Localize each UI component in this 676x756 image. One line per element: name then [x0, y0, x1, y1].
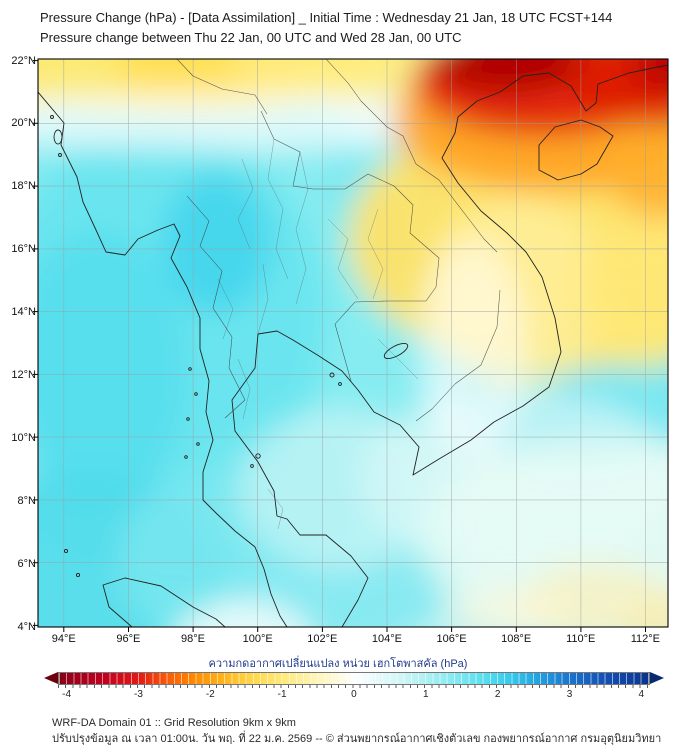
colorbar-gradient — [58, 672, 650, 685]
colorbar-tick-label: 1 — [423, 689, 429, 700]
colorbar-tick-label: 0 — [351, 689, 357, 700]
colorbar-ticks — [58, 685, 650, 688]
lat-label: 8°N — [17, 494, 36, 507]
lat-label: 16°N — [11, 243, 36, 256]
footer-update-info: ปรับปรุงข้อมูล ณ เวลา 01:00น. วัน พฤ. ที… — [52, 733, 662, 745]
colorbar-tick-label: -4 — [62, 689, 72, 700]
colorbar-left-arrow — [44, 672, 58, 684]
axis-ticks — [33, 60, 646, 632]
colorbar-tick-label: 2 — [494, 689, 501, 700]
colorbar-tick-label: 3 — [566, 689, 573, 700]
colorbar-right-arrow — [650, 672, 664, 684]
colorbar-tick-label: 4 — [638, 689, 645, 700]
lat-label: 18°N — [11, 180, 36, 193]
colorbar-segments — [59, 673, 649, 684]
page-title: Pressure Change (hPa) - [Data Assimilati… — [40, 10, 613, 25]
lon-label: 94°E — [51, 633, 76, 645]
lon-label: 108°E — [501, 633, 532, 645]
page-subtitle: Pressure change between Thu 22 Jan, 00 U… — [40, 30, 462, 45]
pressure-change-map — [33, 58, 669, 632]
graticule — [38, 59, 668, 627]
lon-label: 98°E — [181, 633, 206, 645]
lat-label: 20°N — [11, 117, 36, 130]
lat-label: 10°N — [11, 431, 36, 444]
coastlines — [38, 64, 668, 627]
lon-label: 96°E — [116, 633, 141, 645]
colorbar-title: ความกดอากาศเปลี่ยนแปลง หน่วย เฮกโตพาสคัล… — [208, 658, 468, 670]
pressure-field — [38, 59, 668, 627]
province-borders — [217, 138, 419, 530]
title-block: Pressure Change (hPa) - [Data Assimilati… — [40, 8, 612, 48]
lon-label: 112°E — [630, 633, 661, 645]
footer-domain-info: WRF-DA Domain 01 :: Grid Resolution 9km … — [52, 717, 296, 729]
colorbar-tick-label: -3 — [133, 689, 143, 700]
lon-label: 106°E — [436, 633, 467, 645]
colorbar — [44, 672, 664, 685]
lat-label: 14°N — [11, 306, 36, 319]
country-borders — [176, 59, 501, 422]
colorbar-tick-label: -2 — [205, 689, 215, 700]
lat-label: 12°N — [11, 369, 36, 381]
lat-label: 22°N — [11, 54, 36, 67]
lon-label: 110°E — [566, 633, 596, 645]
lon-label: 102°E — [307, 633, 338, 645]
colorbar-tick-label: -1 — [277, 689, 287, 700]
footer: WRF-DA Domain 01 :: Grid Resolution 9km … — [52, 715, 661, 747]
map-frame — [37, 58, 669, 628]
lat-label: 6°N — [17, 557, 36, 570]
lat-label: 4°N — [17, 620, 36, 633]
lon-label: 100°E — [242, 633, 273, 645]
lon-label: 104°E — [371, 633, 402, 645]
